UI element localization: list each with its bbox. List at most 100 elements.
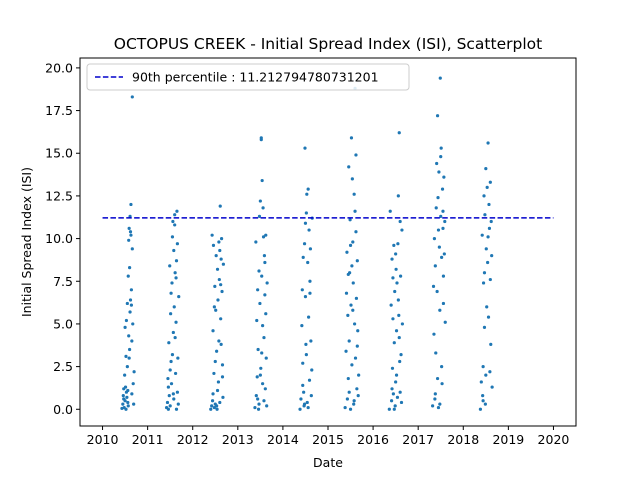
data-point	[210, 404, 214, 408]
data-point	[434, 351, 438, 355]
x-tick-label: 2018	[447, 432, 479, 447]
data-point	[214, 254, 218, 258]
data-point	[440, 382, 444, 386]
data-point	[355, 259, 359, 263]
data-point	[219, 283, 223, 287]
data-point	[166, 376, 170, 381]
data-point	[216, 380, 221, 384]
y-tick-label: 17.5	[45, 103, 73, 118]
data-point	[394, 267, 398, 271]
data-point	[213, 359, 217, 364]
data-point	[255, 318, 259, 323]
data-point	[215, 267, 220, 271]
data-point	[220, 289, 224, 294]
data-point	[216, 298, 220, 302]
data-point	[175, 390, 179, 394]
data-point	[215, 407, 219, 411]
data-point	[489, 219, 493, 224]
data-point	[351, 308, 355, 312]
data-point	[173, 371, 178, 376]
data-point	[435, 114, 440, 118]
data-point	[257, 402, 261, 406]
data-point	[481, 394, 485, 398]
data-point	[346, 376, 350, 381]
data-point	[172, 305, 176, 309]
data-point	[168, 264, 172, 268]
data-point	[168, 404, 172, 408]
data-point	[443, 219, 447, 224]
data-point	[259, 366, 263, 370]
data-point	[310, 368, 314, 372]
data-point	[129, 288, 133, 292]
data-point	[167, 341, 171, 345]
data-point	[353, 322, 357, 326]
x-tick-label: 2014	[267, 432, 299, 447]
data-point	[125, 365, 129, 369]
data-point	[165, 400, 170, 405]
data-point	[439, 146, 443, 150]
data-point	[173, 213, 177, 217]
data-point	[351, 281, 355, 285]
data-point	[343, 405, 347, 410]
y-tick-label: 20.0	[45, 60, 73, 75]
data-point	[256, 288, 260, 292]
data-point	[305, 400, 309, 405]
data-point	[126, 274, 130, 278]
data-point	[350, 177, 354, 181]
x-tick-label: 2020	[538, 432, 570, 447]
data-point	[130, 392, 134, 396]
data-point	[307, 228, 311, 232]
data-point	[171, 330, 175, 335]
data-point	[347, 339, 351, 343]
data-point	[176, 402, 180, 406]
data-point	[306, 405, 310, 410]
data-point	[130, 247, 134, 251]
x-tick-label: 2016	[357, 432, 389, 447]
data-point	[174, 407, 179, 411]
data-point	[175, 209, 179, 213]
data-point	[124, 354, 128, 358]
data-point	[481, 399, 485, 403]
data-point	[210, 233, 214, 237]
data-point	[217, 339, 221, 343]
data-point	[304, 211, 308, 215]
data-point	[212, 405, 216, 410]
data-point	[123, 385, 128, 389]
data-point	[167, 394, 171, 398]
data-point	[212, 371, 216, 376]
data-point	[389, 399, 394, 403]
data-point	[260, 351, 264, 355]
data-point	[482, 325, 487, 329]
data-point	[391, 276, 395, 280]
data-point	[347, 390, 351, 394]
data-point	[391, 392, 395, 396]
data-point	[301, 383, 305, 387]
data-point	[485, 305, 489, 309]
data-point	[486, 260, 490, 265]
data-point	[172, 248, 176, 253]
data-point	[391, 317, 395, 321]
data-point	[397, 335, 401, 340]
data-point	[481, 281, 486, 285]
data-point	[439, 155, 443, 159]
y-tick-label: 10.0	[45, 231, 73, 246]
data-point	[219, 236, 224, 241]
data-point	[132, 402, 136, 406]
data-point	[489, 342, 493, 347]
data-point	[301, 255, 305, 259]
data-point	[483, 402, 487, 406]
data-point	[220, 363, 225, 367]
data-point	[174, 320, 178, 324]
data-point	[302, 402, 307, 406]
data-point	[308, 291, 312, 295]
data-point	[121, 402, 125, 406]
data-point	[388, 209, 392, 213]
data-point	[356, 329, 360, 333]
data-point	[126, 404, 130, 408]
data-point	[169, 382, 174, 386]
data-point	[130, 339, 134, 343]
data-point	[441, 226, 445, 230]
data-point	[129, 303, 133, 307]
data-point	[433, 264, 437, 268]
data-point	[487, 202, 491, 207]
